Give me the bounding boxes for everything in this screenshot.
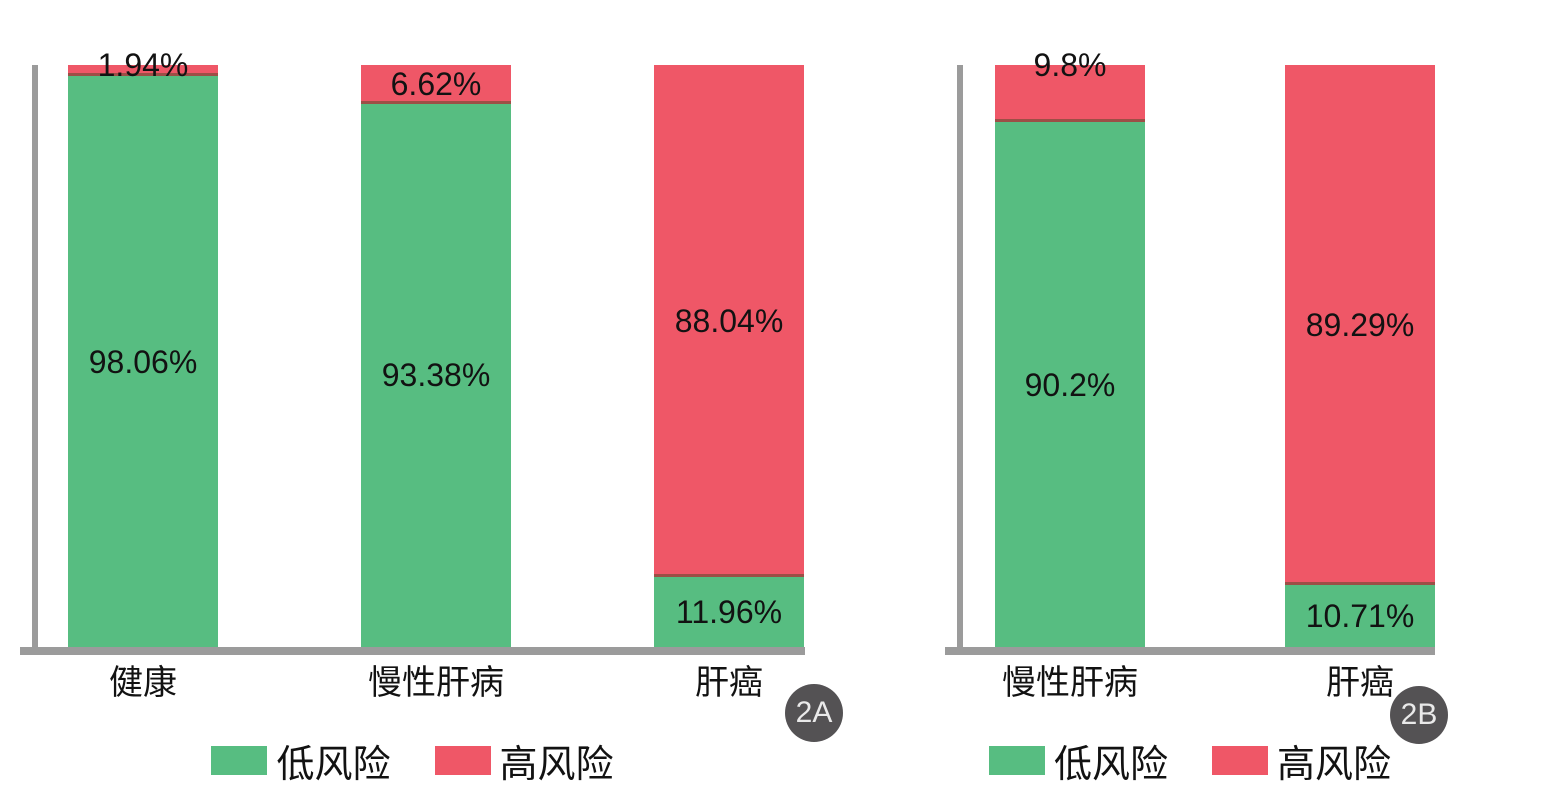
- legend-swatch: [211, 746, 268, 775]
- bar-segment: [654, 577, 804, 647]
- legend-label: 高风险: [499, 744, 614, 786]
- value-label: 88.04%: [674, 303, 784, 340]
- bar-segment: [361, 65, 511, 104]
- bar-2A-2: 6.62% 93.38%: [361, 65, 511, 647]
- panel-label-badge-2a: 2A: [785, 684, 843, 742]
- bar-segment: [995, 65, 1145, 123]
- bar-segment: [654, 65, 804, 578]
- bar-2B-1: 9.8% 90.2%: [995, 49, 1145, 647]
- legend-swatch: [434, 746, 491, 775]
- legend-item: 高风险: [434, 733, 614, 788]
- legend-label: 低风险: [276, 744, 391, 786]
- value-label: 93.38%: [381, 357, 491, 394]
- value-label: 11.96%: [675, 594, 783, 631]
- category-label: 肝癌: [1326, 664, 1394, 702]
- value-label: 89.29%: [1305, 306, 1415, 343]
- category-label: 慢性肝病: [1002, 664, 1138, 702]
- legend: 低风险 高风险: [945, 733, 1435, 788]
- bar-segment: [361, 103, 511, 647]
- panel-label-badge-2b: 2B: [1390, 686, 1448, 744]
- y-axis-line: [32, 65, 38, 655]
- bar-segment: [995, 122, 1145, 647]
- value-label: 10.71%: [1305, 597, 1415, 634]
- legend-swatch: [1212, 746, 1268, 775]
- value-label: 98.06%: [88, 343, 198, 380]
- legend-label: 高风险: [1277, 744, 1392, 786]
- legend-item: 高风险: [1212, 733, 1391, 788]
- legend-item: 低风险: [211, 733, 391, 788]
- bar-2A-1: 1.94% 98.06%: [68, 49, 218, 647]
- y-axis-line: [957, 65, 963, 655]
- chart-panel-2a: 1.94% 98.06% 健康 6.62% 93.38% 慢性肝病 88.04% 11.96%…: [20, 49, 805, 786]
- chart-panel-2b: 9.8% 90.2% 慢性肝病 89.29% 10.71% 肝癌 低风险 高风险: [945, 49, 1435, 786]
- legend-label: 低风险: [1053, 744, 1168, 786]
- bar-2B-2: 89.29% 10.71%: [1285, 65, 1435, 647]
- legend: 低风险 高风险: [20, 733, 805, 788]
- plot-area-2b: 9.8% 90.2% 慢性肝病 89.29% 10.71% 肝癌: [945, 49, 1435, 702]
- bar-segment: [1285, 65, 1435, 585]
- x-axis-line: [945, 647, 1435, 655]
- value-label: 9.8%: [1033, 47, 1107, 83]
- x-axis-line: [20, 647, 805, 655]
- value-label: 1.94%: [97, 47, 189, 83]
- value-label: 6.62%: [390, 66, 482, 103]
- bar-segment: [68, 76, 218, 647]
- category-label: 健康: [109, 664, 177, 702]
- bar-segment: [68, 65, 218, 77]
- bar-segment: [1285, 584, 1435, 647]
- legend-item: 低风险: [988, 733, 1168, 788]
- category-label: 慢性肝病: [368, 664, 504, 702]
- legend-swatch: [988, 746, 1045, 775]
- plot-area-2a: 1.94% 98.06% 健康 6.62% 93.38% 慢性肝病 88.04% 11.96%…: [20, 49, 805, 702]
- category-label: 肝癌: [695, 664, 763, 702]
- value-label: 90.2%: [1024, 366, 1116, 403]
- bar-2A-3: 88.04% 11.96%: [654, 65, 804, 647]
